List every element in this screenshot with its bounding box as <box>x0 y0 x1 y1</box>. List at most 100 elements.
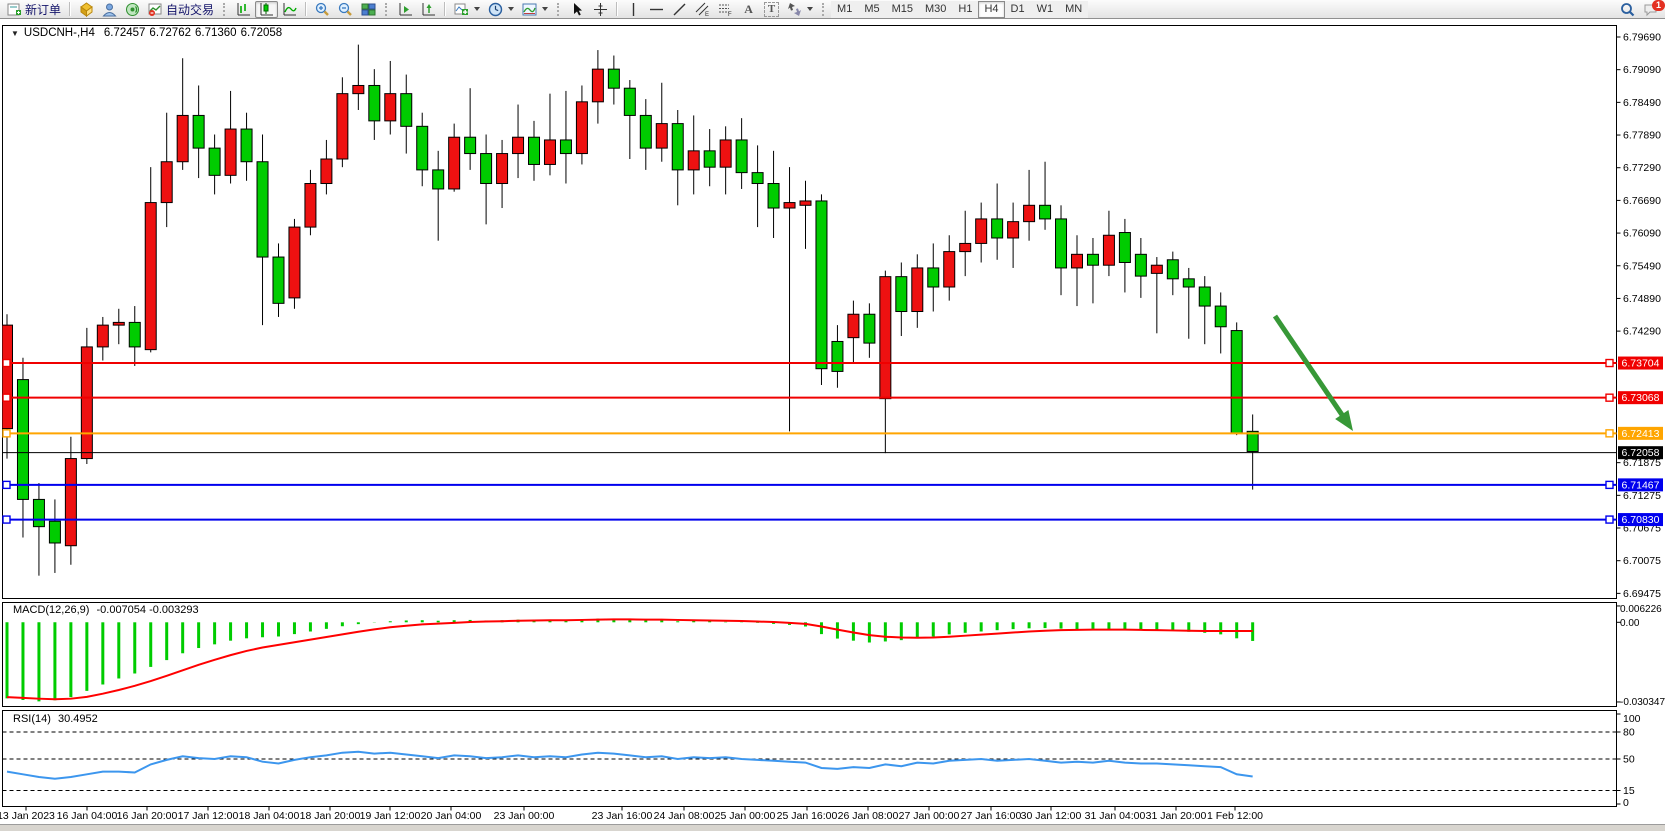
candle <box>751 145 764 228</box>
bull-candle-body <box>288 226 301 299</box>
candle <box>815 194 828 386</box>
line-anchor-left[interactable] <box>2 393 11 402</box>
symbol-period-title: USDCNH-,H4 <box>23 27 95 39</box>
candlestick-mode-button[interactable] <box>255 0 279 18</box>
text-tool-button[interactable]: A <box>737 1 760 18</box>
timeframe-d1-button[interactable]: D1 <box>1004 0 1031 18</box>
label-tool-button[interactable]: T <box>760 1 783 18</box>
trendline-tool-button[interactable] <box>668 1 691 18</box>
rsi-label-row: RSI(14) 30.4952 <box>13 713 98 725</box>
bear-candle-body <box>416 125 429 171</box>
timeframe-mn-button[interactable]: MN <box>1059 0 1089 18</box>
channel-tool-button[interactable]: E <box>691 1 714 18</box>
candlestick-series <box>2 44 1259 576</box>
line-anchor-right[interactable] <box>1605 429 1614 438</box>
candle <box>1166 251 1179 296</box>
crosshair-icon <box>593 2 608 17</box>
bear-candle-body <box>607 68 620 89</box>
fibonacci-tool-button[interactable]: F <box>714 1 737 18</box>
toolbar-separator <box>616 2 619 16</box>
candle <box>1182 267 1195 339</box>
hline-support-6.7083[interactable] <box>2 515 1617 524</box>
auto-trading-button[interactable]: 自动交易 <box>144 1 218 18</box>
arrow-head[interactable] <box>1335 409 1353 431</box>
collapse-triangle-icon[interactable]: ▼ <box>11 28 19 38</box>
bear-candle-body <box>432 169 445 190</box>
rsi-axis-label: 50 <box>1623 754 1635 766</box>
search-button[interactable] <box>1616 1 1639 18</box>
hline-support-6.72413[interactable] <box>2 429 1617 438</box>
timeframe-m5-button[interactable]: M5 <box>858 0 886 18</box>
bull-candle-body <box>1102 234 1115 266</box>
bull-candle-body <box>591 68 604 103</box>
bull-candle-body <box>224 128 237 176</box>
indicator-window-button[interactable] <box>394 1 417 18</box>
line-anchor-right[interactable] <box>1605 358 1614 368</box>
line-anchor-right[interactable] <box>1605 480 1614 490</box>
timeframe-m1-button[interactable]: M1 <box>831 0 859 18</box>
price-axis-tick-label: 6.79690 <box>1623 32 1661 44</box>
bull-candle-body <box>2 324 13 430</box>
arrow-shaft[interactable] <box>1272 314 1349 423</box>
price-tag-label: 6.73704 <box>1622 358 1660 370</box>
zoom-out-button[interactable] <box>334 1 357 18</box>
line-anchor-right[interactable] <box>1605 393 1614 402</box>
bull-candle-body <box>1023 204 1036 223</box>
ohlc-quote: 6.72457 6.72762 6.71360 6.72058 <box>100 27 282 39</box>
indicator-list-button[interactable] <box>417 1 440 18</box>
periods-button[interactable] <box>484 1 518 18</box>
templates-button[interactable] <box>518 1 552 18</box>
candle <box>160 112 173 228</box>
hline-resistance-6.73704[interactable] <box>2 358 1617 368</box>
timeframe-h4-button[interactable]: H4 <box>978 0 1005 18</box>
candle <box>192 85 205 179</box>
candle <box>368 69 381 140</box>
bear-candle-body <box>240 128 253 163</box>
tile-windows-button[interactable] <box>357 1 380 18</box>
vertical-line-tool-button[interactable] <box>622 1 645 18</box>
line-chart-mode-button[interactable] <box>278 1 301 18</box>
toolbar-grip <box>557 2 561 16</box>
time-axis-label: 17 Jan 12:00 <box>178 810 239 822</box>
bar-chart-mode-button[interactable] <box>232 1 255 18</box>
zoom-in-button[interactable] <box>311 1 334 18</box>
rsi-value: 30.4952 <box>57 713 98 725</box>
new-order-button[interactable]: 新订单 <box>3 1 65 18</box>
candle <box>240 112 253 181</box>
line-anchor-left[interactable] <box>2 358 11 368</box>
timeframe-h1-button[interactable]: H1 <box>952 0 979 18</box>
line-anchor-left[interactable] <box>2 429 11 438</box>
candle <box>959 210 972 277</box>
bear-candle-body <box>671 123 684 171</box>
bear-candle-body <box>464 136 477 155</box>
chart-title-row: ▼ USDCNH-,H4 6.72457 6.72762 6.71360 6.7205… <box>11 27 282 39</box>
time-axis-label: 18 Jan 20:00 <box>300 810 361 822</box>
trendline-icon <box>672 2 687 17</box>
bar-chart-icon <box>236 2 251 17</box>
candle <box>256 134 269 326</box>
add-indicator-button[interactable] <box>450 1 484 18</box>
signals-button[interactable] <box>121 1 144 18</box>
line-anchor-left[interactable] <box>2 480 11 490</box>
price-tag-box <box>1618 391 1663 405</box>
cursor-button[interactable] <box>566 1 589 18</box>
hline-support-6.71467[interactable] <box>2 480 1617 490</box>
timeframe-m30-button[interactable]: M30 <box>919 0 953 18</box>
line-anchor-right[interactable] <box>1605 515 1614 524</box>
timeframe-m15-button[interactable]: M15 <box>885 0 919 18</box>
crosshair-button[interactable] <box>589 1 612 18</box>
chart-arrow-icon <box>421 2 436 17</box>
line-anchor-left[interactable] <box>2 515 11 524</box>
hline-resistance-6.73068[interactable] <box>2 393 1617 402</box>
trend-arrow-annotation[interactable] <box>1272 314 1353 431</box>
arrows-tool-button[interactable] <box>783 1 817 18</box>
cursor-arrow-icon <box>570 2 585 17</box>
new-order-icon <box>7 2 22 17</box>
notifications-button[interactable]: 1 <box>1639 0 1665 18</box>
horizontal-line-tool-button[interactable] <box>645 1 668 18</box>
timeframe-w1-button[interactable]: W1 <box>1030 0 1060 18</box>
quotes-box-button[interactable] <box>75 1 98 18</box>
candle <box>863 303 876 358</box>
community-button[interactable] <box>98 1 121 18</box>
